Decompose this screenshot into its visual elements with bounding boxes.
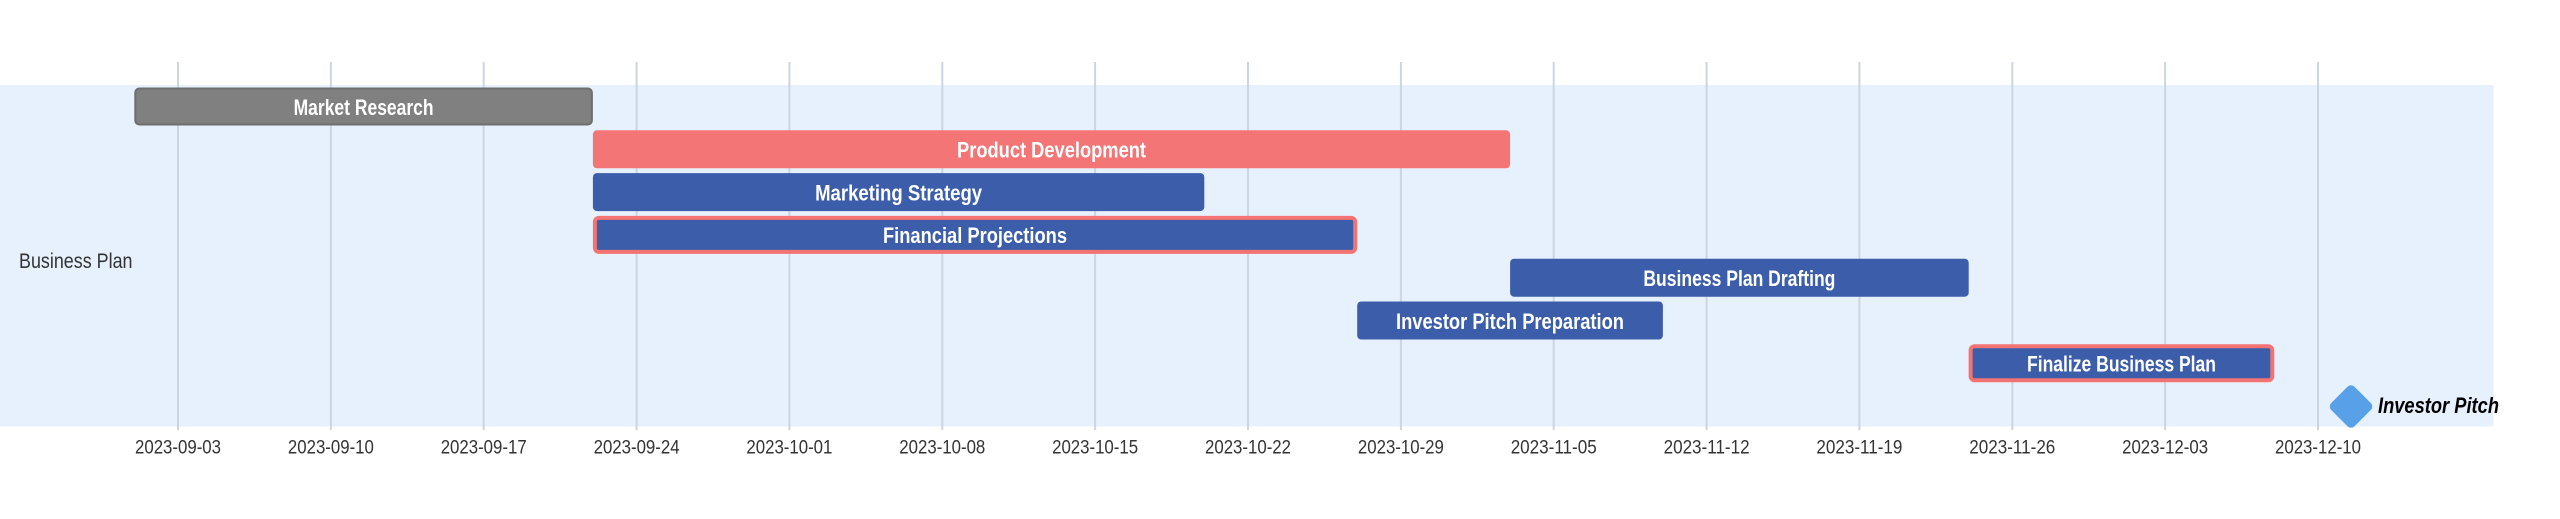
svg-text:Business Plan: Business Plan <box>19 250 133 273</box>
svg-text:2023-10-08: 2023-10-08 <box>899 438 985 459</box>
svg-text:Investor Pitch Preparation: Investor Pitch Preparation <box>1396 309 1624 334</box>
svg-text:2023-10-22: 2023-10-22 <box>1205 438 1291 459</box>
svg-text:2023-11-05: 2023-11-05 <box>1511 438 1597 459</box>
svg-text:Marketing Strategy: Marketing Strategy <box>815 180 983 205</box>
svg-text:Market Research: Market Research <box>294 95 434 120</box>
svg-text:2023-10-01: 2023-10-01 <box>746 438 832 459</box>
svg-text:Investor Pitch: Investor Pitch <box>2378 393 2499 418</box>
svg-text:2023-12-10: 2023-12-10 <box>2275 438 2361 459</box>
svg-text:2023-11-12: 2023-11-12 <box>1664 438 1750 459</box>
svg-text:Financial Projections: Financial Projections <box>883 223 1067 248</box>
svg-text:2023-11-26: 2023-11-26 <box>1969 438 2055 459</box>
svg-text:2023-10-29: 2023-10-29 <box>1358 438 1444 459</box>
svg-text:Business Plan Drafting: Business Plan Drafting <box>1643 266 1835 291</box>
svg-text:2023-09-03: 2023-09-03 <box>135 438 221 459</box>
svg-text:Finalize Business Plan: Finalize Business Plan <box>2027 352 2216 377</box>
svg-text:2023-11-19: 2023-11-19 <box>1816 438 1902 459</box>
svg-text:Product Development: Product Development <box>957 138 1147 163</box>
svg-text:2023-09-17: 2023-09-17 <box>441 438 527 459</box>
svg-text:2023-09-10: 2023-09-10 <box>288 438 374 459</box>
svg-text:2023-12-03: 2023-12-03 <box>2122 438 2208 459</box>
svg-text:2023-10-15: 2023-10-15 <box>1052 438 1138 459</box>
svg-text:2023-09-24: 2023-09-24 <box>594 438 680 459</box>
